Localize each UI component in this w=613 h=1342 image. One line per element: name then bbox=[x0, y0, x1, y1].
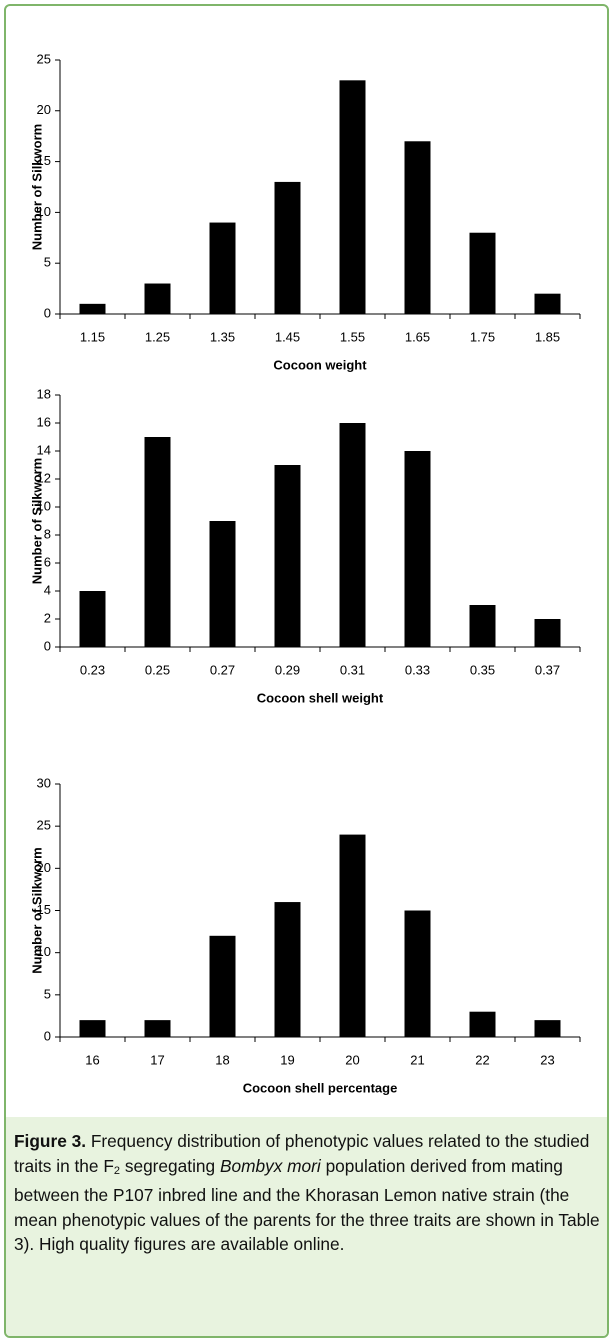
x-tick-label: 0.25 bbox=[145, 662, 170, 677]
y-tick-label: 16 bbox=[37, 414, 51, 429]
y-tick-label: 30 bbox=[37, 775, 51, 790]
bar bbox=[144, 1020, 171, 1037]
x-tick-label: 1.15 bbox=[80, 329, 105, 344]
bar bbox=[274, 465, 301, 647]
y-tick-label: 20 bbox=[37, 102, 51, 117]
caption-text: Frequency distribution of phenotypic val… bbox=[14, 1131, 590, 1176]
x-tick-label: 21 bbox=[410, 1052, 424, 1067]
x-tick-label: 1.35 bbox=[210, 329, 235, 344]
x-tick-label: 18 bbox=[215, 1052, 229, 1067]
x-axis-label: Cocoon shell weight bbox=[257, 690, 384, 705]
x-tick-label: 1.25 bbox=[145, 329, 170, 344]
y-tick-label: 15 bbox=[37, 153, 51, 168]
bar bbox=[534, 1020, 561, 1037]
x-tick-label: 19 bbox=[280, 1052, 294, 1067]
y-tick-label: 0 bbox=[44, 638, 51, 653]
x-tick-label: 0.31 bbox=[340, 662, 365, 677]
y-tick-label: 15 bbox=[37, 902, 51, 917]
bar bbox=[469, 605, 496, 647]
y-tick-label: 14 bbox=[37, 442, 51, 457]
y-axis-label: Number of Silkworm bbox=[29, 124, 44, 250]
caption-label: Figure 3. bbox=[14, 1131, 87, 1151]
caption: Figure 3. Frequency distribution of phen… bbox=[6, 1117, 607, 1336]
y-axis-label: Number of Silkworm bbox=[29, 847, 44, 973]
bar bbox=[404, 910, 431, 1037]
caption-species: Bombyx mori bbox=[219, 1155, 321, 1176]
y-tick-label: 18 bbox=[37, 386, 51, 401]
bar bbox=[79, 591, 106, 647]
bar bbox=[404, 451, 431, 647]
y-tick-label: 0 bbox=[44, 1028, 51, 1043]
x-tick-label: 1.65 bbox=[405, 329, 430, 344]
bar bbox=[209, 222, 236, 314]
y-tick-label: 20 bbox=[37, 860, 51, 875]
x-tick-label: 1.75 bbox=[470, 329, 495, 344]
y-axis-label: Number of Silkworm bbox=[29, 458, 44, 584]
bar bbox=[144, 283, 171, 314]
bar bbox=[209, 935, 236, 1037]
y-tick-label: 8 bbox=[44, 526, 51, 541]
bar bbox=[404, 141, 431, 314]
caption-subscript: 2 bbox=[113, 1164, 121, 1177]
bar bbox=[534, 619, 561, 647]
y-tick-label: 4 bbox=[44, 582, 51, 597]
y-tick-label: 6 bbox=[44, 554, 51, 569]
x-tick-label: 20 bbox=[345, 1052, 359, 1067]
bar bbox=[469, 232, 496, 314]
y-tick-label: 10 bbox=[37, 498, 51, 513]
x-tick-label: 22 bbox=[475, 1052, 489, 1067]
bar bbox=[339, 423, 366, 647]
y-tick-label: 2 bbox=[44, 610, 51, 625]
bar bbox=[209, 521, 236, 647]
x-tick-label: 23 bbox=[540, 1052, 554, 1067]
x-tick-label: 1.55 bbox=[340, 329, 365, 344]
bar bbox=[469, 1011, 496, 1037]
bar bbox=[339, 834, 366, 1037]
y-tick-label: 25 bbox=[37, 51, 51, 66]
y-tick-label: 25 bbox=[37, 818, 51, 833]
y-tick-label: 5 bbox=[44, 255, 51, 270]
x-tick-label: 0.23 bbox=[80, 662, 105, 677]
x-tick-label: 0.29 bbox=[275, 662, 300, 677]
y-tick-label: 0 bbox=[44, 305, 51, 320]
x-tick-label: 0.27 bbox=[210, 662, 235, 677]
x-tick-label: 1.45 bbox=[275, 329, 300, 344]
bar bbox=[144, 437, 171, 647]
bar bbox=[274, 181, 301, 314]
y-tick-label: 12 bbox=[37, 470, 51, 485]
x-tick-label: 0.37 bbox=[535, 662, 560, 677]
bar bbox=[79, 303, 106, 314]
x-tick-label: 1.85 bbox=[535, 329, 560, 344]
y-tick-label: 10 bbox=[37, 204, 51, 219]
bar bbox=[339, 80, 366, 314]
caption-text: segregating bbox=[120, 1155, 220, 1176]
caption-text: population derived from mating between t… bbox=[14, 1155, 600, 1255]
x-axis-label: Cocoon shell percentage bbox=[243, 1080, 398, 1095]
x-axis-label: Cocoon weight bbox=[273, 357, 367, 372]
bar bbox=[274, 902, 301, 1037]
x-tick-label: 0.35 bbox=[470, 662, 495, 677]
x-tick-label: 17 bbox=[150, 1052, 164, 1067]
bar bbox=[79, 1020, 106, 1037]
x-tick-label: 0.33 bbox=[405, 662, 430, 677]
bar bbox=[534, 293, 561, 314]
x-tick-label: 16 bbox=[85, 1052, 99, 1067]
y-tick-label: 5 bbox=[44, 986, 51, 1001]
figure-frame: 0 5 10 15 20 25 1.15 1.25 1.35 1.45 1.55 1.65 1.75 1.… bbox=[4, 4, 609, 1338]
y-tick-label: 10 bbox=[37, 944, 51, 959]
